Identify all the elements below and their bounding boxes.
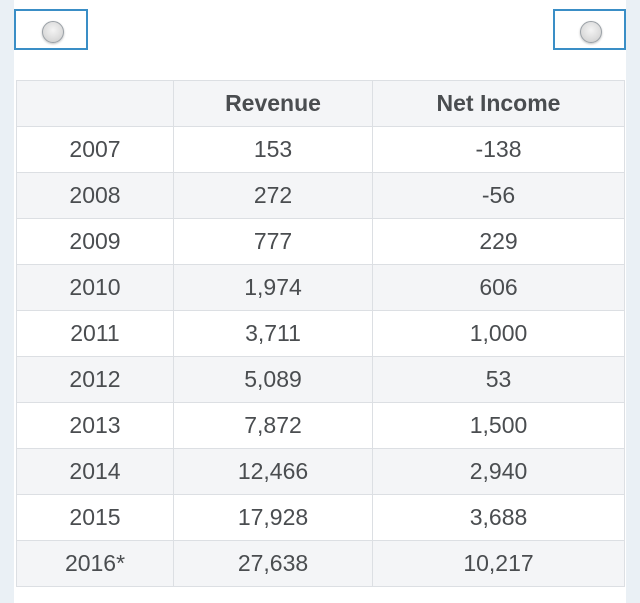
cell-net-income: 1,000 — [372, 310, 625, 357]
cell-net-income: 606 — [372, 264, 625, 311]
table-row: 2016* 27,638 10,217 — [16, 540, 625, 587]
cell-revenue: 17,928 — [173, 494, 373, 541]
cell-net-income: 1,500 — [372, 402, 625, 449]
cell-revenue: 3,711 — [173, 310, 373, 357]
table-row: 2007 153 -138 — [16, 126, 625, 173]
radio-button-icon[interactable] — [42, 21, 64, 43]
header-revenue: Revenue — [173, 80, 373, 127]
header-year — [16, 80, 174, 127]
table-header-row: Revenue Net Income — [16, 80, 625, 127]
cell-year: 2013 — [16, 402, 174, 449]
cell-net-income: -138 — [372, 126, 625, 173]
financial-data-table: Revenue Net Income 2007 153 -138 2008 27… — [16, 80, 625, 587]
table-row: 2011 3,711 1,000 — [16, 310, 625, 357]
table-row: 2010 1,974 606 — [16, 264, 625, 311]
cell-year: 2011 — [16, 310, 174, 357]
cell-year: 2016* — [16, 540, 174, 587]
cell-revenue: 27,638 — [173, 540, 373, 587]
table-row: 2013 7,872 1,500 — [16, 402, 625, 449]
cell-net-income: 229 — [372, 218, 625, 265]
cell-year: 2008 — [16, 172, 174, 219]
cell-revenue: 1,974 — [173, 264, 373, 311]
right-toggle-button[interactable] — [553, 9, 626, 50]
table-row: 2009 777 229 — [16, 218, 625, 265]
cell-year: 2010 — [16, 264, 174, 311]
cell-net-income: 53 — [372, 356, 625, 403]
cell-year: 2014 — [16, 448, 174, 495]
cell-year: 2007 — [16, 126, 174, 173]
cell-year: 2012 — [16, 356, 174, 403]
header-net-income: Net Income — [372, 80, 625, 127]
cell-revenue: 5,089 — [173, 356, 373, 403]
cell-year: 2015 — [16, 494, 174, 541]
cell-net-income: 3,688 — [372, 494, 625, 541]
table-row: 2012 5,089 53 — [16, 356, 625, 403]
cell-revenue: 153 — [173, 126, 373, 173]
radio-button-icon[interactable] — [580, 21, 602, 43]
cell-net-income: 2,940 — [372, 448, 625, 495]
cell-revenue: 272 — [173, 172, 373, 219]
table-row: 2014 12,466 2,940 — [16, 448, 625, 495]
table-row: 2008 272 -56 — [16, 172, 625, 219]
cell-revenue: 12,466 — [173, 448, 373, 495]
cell-revenue: 7,872 — [173, 402, 373, 449]
cell-net-income: -56 — [372, 172, 625, 219]
cell-year: 2009 — [16, 218, 174, 265]
cell-net-income: 10,217 — [372, 540, 625, 587]
table-row: 2015 17,928 3,688 — [16, 494, 625, 541]
left-toggle-button[interactable] — [14, 9, 88, 50]
cell-revenue: 777 — [173, 218, 373, 265]
